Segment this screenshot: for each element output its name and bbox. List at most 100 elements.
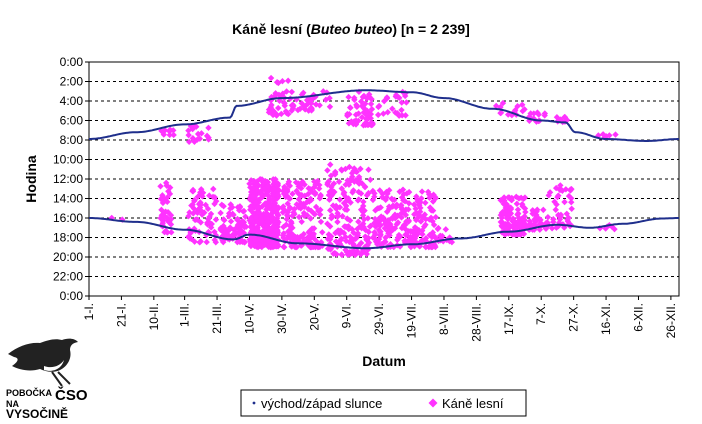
bird-point [308,244,315,251]
bird-point [551,198,558,205]
bird-point [400,209,408,217]
bird-point [512,231,520,238]
bird-point [211,228,218,236]
x-tick-label: 20-V. [307,303,321,331]
bird-point [384,228,392,235]
bird-point [602,225,609,232]
bird-point [247,240,255,247]
bird-point [499,99,507,107]
bird-point [284,209,291,216]
bird-point [220,238,227,246]
bird-point [405,206,412,213]
bird-point [498,222,505,229]
bird-point [288,107,295,114]
x-tick-label: 6-XII. [631,303,645,332]
bird-point [351,94,358,102]
bird-point [521,106,528,113]
bird-point [255,228,263,235]
bird-point [311,189,319,196]
bird-point [266,225,273,233]
bird-point [537,216,544,224]
bird-point [217,209,224,217]
bird-point [365,228,372,236]
bird-point [314,243,322,251]
bird-point [371,193,378,200]
bird-point [612,131,619,138]
bird-point [194,216,201,223]
bird-point [561,198,568,206]
bird-point [301,212,308,219]
bird-point [394,212,401,219]
bird-point [265,193,273,200]
bird-point [358,114,366,121]
bird-point [355,188,362,196]
legend-box [240,389,527,417]
bird-point [520,216,528,223]
bird-point [202,201,209,209]
y-tick-label: 18:00 [53,231,83,245]
bird-point [557,116,564,123]
sunset-line [89,89,679,142]
bird-point [260,226,268,234]
bird-point [553,201,560,208]
bird-point [396,112,403,119]
bird-point [362,233,369,240]
y-tick-label: 16:00 [53,211,83,225]
bird-point [289,212,296,219]
bird-point [352,111,360,118]
bird-point [185,138,193,146]
bird-point [384,190,391,197]
bird-point [326,196,333,203]
bird-point [352,121,360,128]
bird-point [363,192,371,199]
bird-point [332,202,340,210]
bird-point [261,184,269,192]
bird-point [270,109,277,116]
bird-point [432,213,439,221]
x-axis-title: Datum [362,353,406,369]
bird-point [276,97,283,105]
bird-point [281,185,289,192]
bird-point [401,237,408,244]
bird-point [561,114,569,121]
bird-point [203,238,210,246]
bird-point [283,215,290,223]
legend-bird-label: Káně lesní [442,396,504,411]
bird-point [327,233,335,240]
bird-point [335,239,343,246]
bird-point [385,203,393,210]
bird-point [290,209,297,216]
x-tick-label: 9-VI. [340,303,354,328]
bird-point [210,185,217,193]
bird-point [338,235,345,242]
bird-point [355,180,363,187]
bird-point [363,116,371,123]
y-tick-label: 4:00 [60,94,84,108]
bird-point [251,236,259,243]
bird-point [611,225,618,233]
bird-point [190,136,197,143]
bird-point [426,231,433,239]
bird-point [416,212,423,219]
bird-point [317,191,324,199]
bird-point [354,225,361,233]
bird-point [163,179,170,187]
bird-point [205,218,212,226]
x-tick-label: 1-III. [178,303,192,327]
bird-point [382,238,389,246]
y-tick-label: 0:00 [60,55,84,69]
bird-point [280,190,288,198]
bird-point [550,218,557,226]
bird-point [189,188,197,195]
bird-point [279,77,286,85]
bird-point [513,200,521,208]
bird-point [271,218,279,225]
bird-point [395,231,403,239]
bird-point [389,203,396,210]
bird-point [338,185,345,192]
bird-logo-belly [44,360,64,371]
bird-point [324,167,331,174]
bird-point [391,211,399,218]
bird-point [199,193,206,200]
